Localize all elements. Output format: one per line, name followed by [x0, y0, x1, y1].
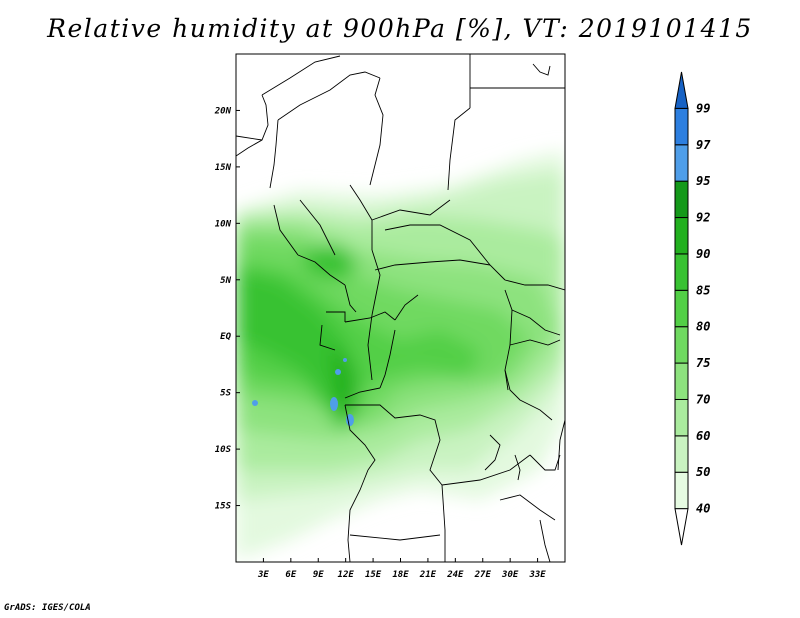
x-tick-label: 30E: [501, 570, 519, 580]
colorbar-label: 99: [696, 101, 710, 115]
map-title: Relative humidity at 900hPa [%], VT: 201…: [47, 14, 753, 43]
colorbar-label: 92: [696, 211, 710, 225]
grads-credit: GrADS: IGES/COLA: [4, 603, 91, 613]
colorbar-label: 80: [696, 320, 710, 334]
y-tick-label: 5S: [220, 389, 231, 399]
colorbar-segment: [674, 362, 689, 400]
colorbar-segment: [674, 107, 689, 146]
colorbar-label: 85: [696, 283, 710, 297]
colorbar-label: 95: [696, 174, 710, 188]
x-tick-label: 27E: [474, 570, 492, 580]
x-axis: 3E 6E 9E 12E 15E 18E 21E 24E 27E 30E 33E: [257, 558, 546, 580]
x-tick-label: 3E: [257, 570, 269, 580]
colorbar-label: 60: [696, 429, 710, 443]
colorbar-label: 97: [696, 138, 711, 152]
colorbar-segment: [674, 289, 689, 328]
y-tick-label: 10N: [215, 219, 232, 229]
y-tick-label: 15S: [215, 502, 232, 512]
colorbar-segment: [674, 180, 689, 219]
colorbar-segment: [674, 253, 689, 291]
colorbar-segment: [674, 508, 689, 546]
x-tick-label: 24E: [446, 570, 464, 580]
humidity-field: [236, 54, 565, 562]
colorbar-label: 50: [696, 465, 710, 479]
colorbar-segment: [674, 71, 689, 109]
colorbar-label: 75: [696, 356, 710, 370]
colorbar-segment: [674, 144, 689, 182]
y-tick-label: 5N: [220, 276, 231, 286]
y-axis: 20N 15N 10N 5N EQ 5S 10S 15S: [214, 106, 240, 512]
x-tick-label: 12E: [338, 570, 355, 580]
colorbar-segment: [674, 217, 689, 255]
x-tick-label: 9E: [313, 570, 324, 580]
colorbar-label: 90: [696, 247, 710, 261]
y-tick-label: 15N: [215, 163, 232, 173]
colorbar-label: 70: [696, 392, 710, 406]
colorbar-segment: [674, 435, 689, 473]
y-tick-label: 20N: [214, 106, 232, 116]
colorbar-legend: 40 50 60 70 75 80 85 90 92 95 97 99: [674, 71, 711, 546]
x-tick-label: 33E: [528, 570, 546, 580]
colorbar-label: 40: [696, 502, 710, 516]
colorbar-segment: [674, 326, 689, 364]
y-tick-label: 10S: [215, 445, 232, 455]
x-tick-label: 21E: [419, 570, 437, 580]
x-tick-label: 18E: [392, 570, 409, 580]
colorbar-segment: [674, 398, 689, 437]
y-tick-label: EQ: [220, 332, 231, 342]
x-tick-label: 15E: [365, 570, 382, 580]
colorbar-segment: [674, 471, 689, 510]
x-tick-label: 6E: [285, 570, 296, 580]
